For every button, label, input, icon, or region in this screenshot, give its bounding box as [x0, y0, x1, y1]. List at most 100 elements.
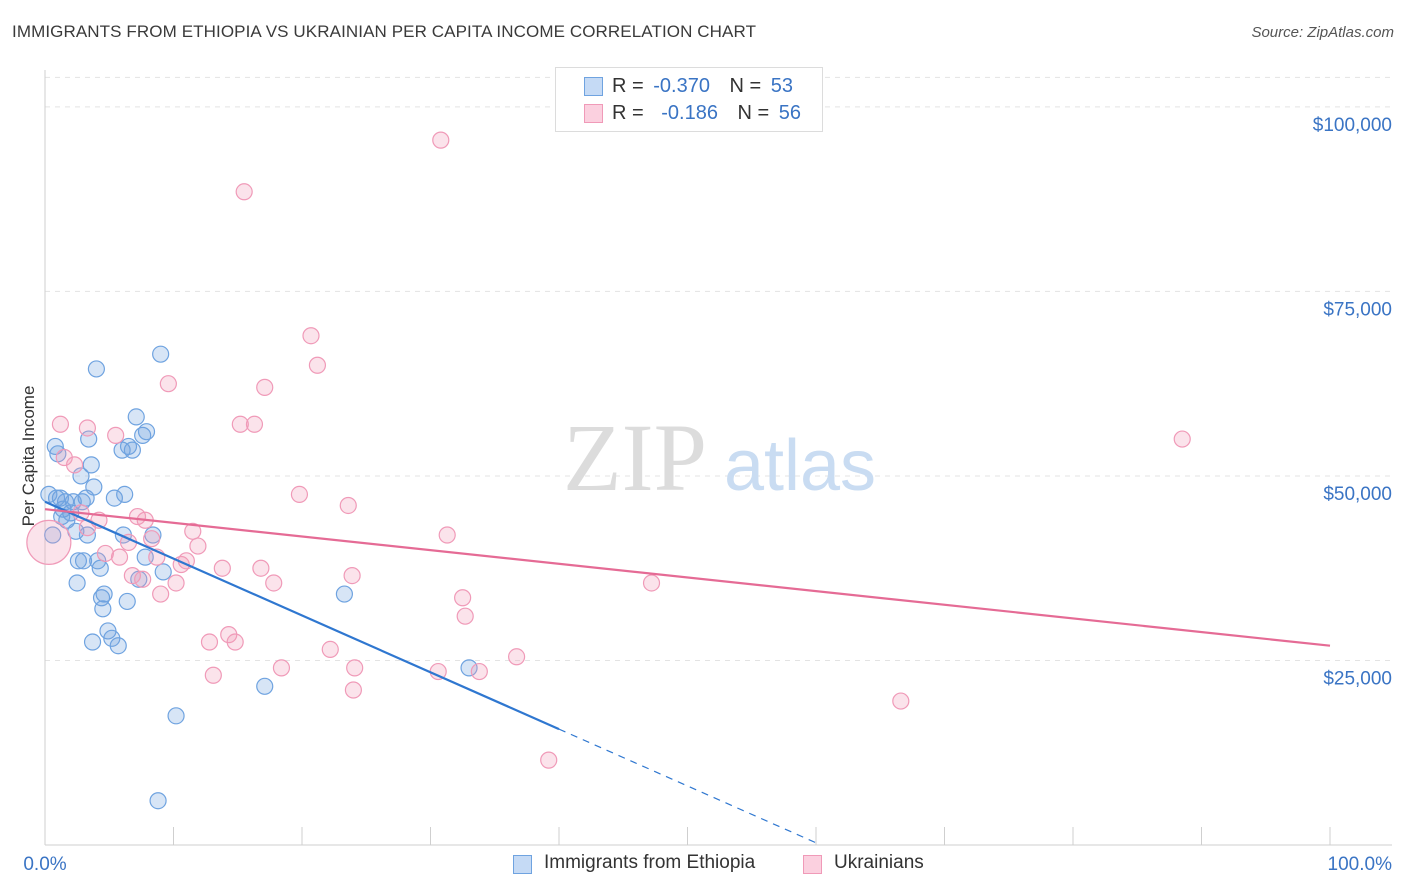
ukrainians-point: [213, 559, 231, 577]
ethiopia-point: [118, 592, 136, 611]
ethiopia-point: [116, 485, 134, 504]
y-tick-labels: $25,000 $50,000 $75,000 $100,000: [1313, 115, 1392, 690]
ukrainians-point: [204, 666, 222, 684]
ethiopia-point: [137, 423, 156, 441]
x-tick-label: 100.0%: [1328, 854, 1393, 875]
r-value: -0.186: [661, 102, 718, 124]
ukrainians-point: [343, 566, 361, 585]
legend-label-ukrainians: Ukrainians: [834, 852, 924, 873]
ethiopia-point: [335, 585, 354, 603]
ethiopia-point: [123, 441, 141, 459]
ethiopia-point: [68, 574, 86, 592]
ukrainians-point: [272, 659, 291, 677]
y-tick-label: $25,000: [1323, 668, 1392, 689]
ukrainians-point: [456, 607, 474, 625]
ukrainians-point: [454, 589, 472, 607]
ethiopia-point: [82, 456, 100, 474]
ukrainians-point: [540, 751, 558, 769]
ukrainians-point: [107, 426, 125, 444]
ukrainians-point: [51, 415, 70, 433]
r-label: R =: [612, 75, 644, 97]
ukrainians-point: [152, 585, 170, 603]
x-tick-labels: 0.0% 100.0%: [23, 854, 1392, 875]
ethiopia-point: [69, 552, 88, 570]
ethiopia-point: [95, 585, 113, 603]
data-points: [26, 131, 1191, 810]
legend-swatch-ukrainians: [803, 855, 822, 874]
r-label: R =: [612, 102, 644, 124]
ukrainians-point: [438, 526, 456, 544]
n-value: 53: [770, 75, 794, 97]
watermark: ZIP atlas: [563, 404, 876, 511]
ukrainians-point: [65, 456, 84, 474]
ethiopia-trend-extension: [558, 728, 817, 844]
ethiopia-point: [83, 633, 102, 651]
ukrainians-point: [231, 415, 249, 433]
stats-row-ethiopia: R = -0.370 N = 53: [612, 75, 793, 98]
n-value: 56: [778, 102, 802, 124]
ukrainians-point: [159, 375, 177, 393]
ukrainians-point: [321, 640, 339, 659]
ethiopia-point: [44, 526, 62, 544]
ethiopia-trend-line: [44, 500, 560, 731]
chart-title: IMMIGRANTS FROM ETHIOPIA VS UKRAINIAN PE…: [12, 22, 757, 41]
x-tick-label: 0.0%: [23, 854, 66, 875]
ethiopia-point: [94, 600, 112, 618]
ukrainians-point: [26, 519, 72, 565]
ethiopia-point: [127, 408, 145, 426]
ukrainians-point: [143, 530, 161, 548]
ethiopia-point: [167, 707, 185, 725]
ukrainians-trend-line: [44, 508, 1331, 647]
ethiopia-point: [149, 792, 167, 810]
legend-label-ethiopia: Immigrants from Ethiopia: [544, 852, 756, 873]
n-label: N =: [737, 102, 770, 124]
ethiopia-point: [256, 677, 274, 695]
ukrainians-point: [432, 131, 450, 149]
y-tick-label: $75,000: [1323, 299, 1392, 320]
ukrainians-point: [235, 183, 253, 201]
ukrainians-point: [308, 356, 327, 374]
axes: [44, 70, 1392, 846]
ukrainians-point: [96, 544, 114, 563]
legend-swatch-ethiopia: [513, 855, 532, 874]
y-axis-label: Per Capita Income: [19, 386, 38, 527]
stats-swatch-ukrainians: [584, 104, 603, 123]
n-label: N =: [729, 75, 762, 97]
ethiopia-point: [152, 345, 170, 363]
source-label: Source: ZipAtlas.com: [1251, 24, 1394, 41]
ukrainians-point: [189, 537, 207, 555]
ukrainians-point: [123, 566, 141, 585]
ukrainians-point: [167, 574, 185, 592]
ukrainians-point: [252, 559, 270, 577]
watermark-zip: ZIP: [563, 404, 707, 511]
ukrainians-point: [470, 662, 488, 681]
ethiopia-point: [91, 559, 109, 577]
ethiopia-point: [74, 552, 93, 570]
ukrainians-point: [290, 485, 309, 504]
stats-swatch-ethiopia: [584, 77, 603, 96]
stats-row-ukrainians: R = -0.186 N = 56: [612, 102, 801, 125]
ukrainians-point: [1173, 430, 1191, 448]
ukrainians-point: [226, 633, 244, 651]
ethiopia-point: [154, 563, 172, 581]
ukrainians-point: [110, 548, 129, 566]
ukrainians-point: [265, 574, 283, 592]
ukrainians-point: [642, 574, 661, 592]
grid: [45, 76, 1392, 661]
ukrainians-point: [339, 496, 357, 515]
y-tick-label: $50,000: [1323, 484, 1392, 505]
ukrainians-point: [346, 659, 364, 677]
ethiopia-point: [109, 637, 127, 655]
ukrainians-point: [892, 692, 910, 710]
ukrainians-point: [302, 327, 320, 345]
r-value: -0.370: [653, 75, 710, 97]
ethiopia-point: [78, 526, 97, 544]
ethiopia-point: [87, 360, 106, 378]
ukrainians-point: [507, 648, 526, 666]
ethiopia-point: [460, 659, 478, 677]
ukrainians-point: [245, 415, 264, 433]
ukrainians-point: [256, 378, 274, 396]
trend-lines: [44, 500, 1331, 844]
ukrainians-point: [200, 633, 219, 651]
